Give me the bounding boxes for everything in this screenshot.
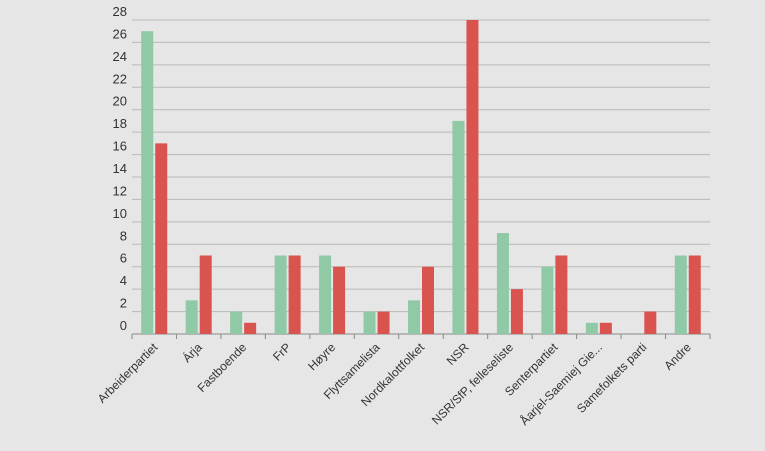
y-tick-label: 22 — [113, 71, 127, 86]
y-tick-label: 8 — [120, 228, 127, 243]
bar-series-1-9 — [541, 266, 554, 334]
y-tick-label: 14 — [113, 161, 127, 176]
y-tick-label: 4 — [120, 273, 127, 288]
x-category-label: Andre — [661, 340, 694, 373]
x-category-label: Åarjel-Saemiej Gie... — [517, 340, 605, 428]
bar-series-1-4 — [319, 255, 332, 334]
bar-series-2-3 — [288, 255, 301, 334]
bar-series-2-11 — [644, 311, 657, 334]
y-tick-label: 18 — [113, 116, 127, 131]
bar-series-2-12 — [688, 255, 701, 334]
bar-series-2-4 — [333, 266, 346, 334]
y-tick-label: 20 — [113, 94, 127, 109]
y-tick-label: 12 — [113, 183, 127, 198]
bar-series-2-2 — [244, 322, 257, 334]
x-category-label: NSR — [444, 340, 472, 368]
x-category-label: Høyre — [305, 340, 338, 373]
grid-layer — [131, 19, 711, 339]
bar-series-1-2 — [230, 311, 243, 334]
y-tick-label: 26 — [113, 26, 127, 41]
y-tick-label: 2 — [120, 296, 127, 311]
y-tick-label: 10 — [113, 206, 127, 221]
x-category-label: FrP — [270, 340, 294, 364]
x-category-label: NSR/SfP, felleseliste — [429, 340, 516, 427]
bar-series-1-8 — [496, 233, 509, 334]
bar-series-1-12 — [674, 255, 687, 334]
y-tick-label: 24 — [113, 49, 127, 64]
x-category-label: Arbeiderpartiet — [95, 340, 161, 406]
bar-series-1-0 — [141, 31, 154, 334]
bar-series-1-7 — [452, 120, 465, 334]
bar-series-1-3 — [274, 255, 287, 334]
bar-layer — [141, 20, 701, 334]
x-category-label: Árja — [179, 339, 205, 365]
bar-series-2-6 — [422, 266, 434, 334]
bar-series-1-5 — [363, 311, 376, 334]
bar-series-2-10 — [599, 322, 612, 334]
bar-series-2-1 — [199, 255, 212, 334]
bar-series-1-6 — [408, 300, 420, 334]
y-tick-label: 6 — [120, 251, 127, 266]
bar-series-2-8 — [510, 289, 523, 334]
bar-series-1-10 — [585, 322, 598, 334]
bar-series-2-0 — [155, 143, 168, 334]
bar-series-2-5 — [377, 311, 390, 334]
label-layer: 0246810121416182022242628Arbeiderpartiet… — [95, 4, 694, 428]
y-tick-label: 28 — [113, 4, 127, 19]
bar-series-2-9 — [555, 255, 568, 334]
bar-series-1-1 — [185, 300, 198, 334]
y-tick-label: 0 — [120, 318, 127, 333]
bar-series-2-7 — [466, 20, 479, 334]
y-tick-label: 16 — [113, 139, 127, 154]
